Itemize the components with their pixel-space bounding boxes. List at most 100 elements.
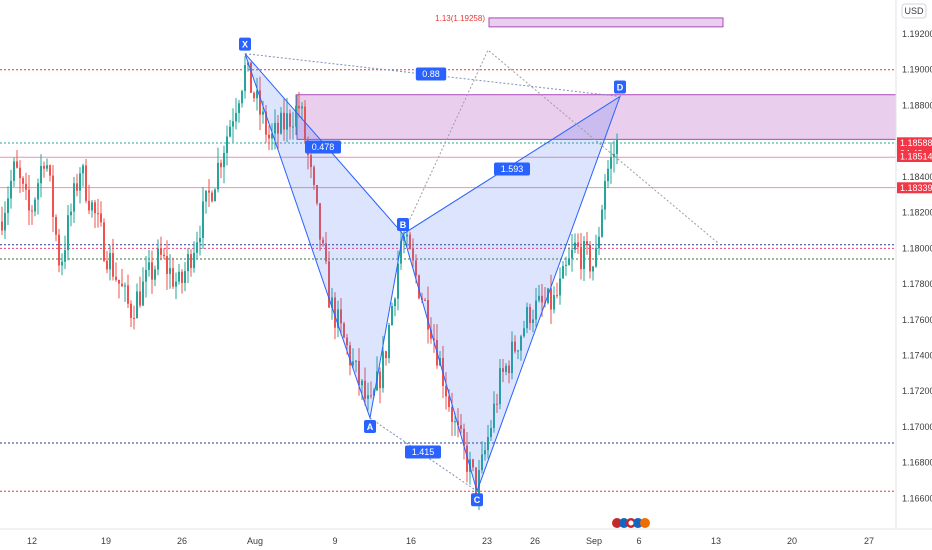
candle-body <box>97 213 99 215</box>
event-flags-icon[interactable] <box>612 518 650 528</box>
candle-body <box>529 307 531 323</box>
price-tick-11: 1.17000 <box>902 422 932 432</box>
candle-body <box>85 165 87 201</box>
candle-body <box>295 105 297 127</box>
candle-body <box>568 258 570 265</box>
candle-body <box>202 201 204 238</box>
candle-body <box>124 285 126 287</box>
point-badge-B[interactable] <box>397 218 409 232</box>
candle-body <box>31 210 33 212</box>
target-zone-label: 1.13(1.19258) <box>435 14 485 23</box>
candle-body <box>25 183 27 190</box>
candle-body <box>490 427 492 437</box>
candle-body <box>418 275 420 299</box>
candle-body <box>70 211 72 216</box>
candle-body <box>232 121 234 127</box>
candle-body <box>190 254 192 269</box>
price-tick-8: 1.17600 <box>902 315 932 325</box>
ratio-badge-3[interactable] <box>415 67 447 81</box>
point-badge-A[interactable] <box>364 419 376 433</box>
candle-body <box>589 244 591 272</box>
candle-body <box>208 190 210 193</box>
point-badge-X[interactable] <box>239 37 251 51</box>
candle-body <box>484 450 486 455</box>
candle-body <box>55 217 57 235</box>
candle-body <box>244 65 246 92</box>
candle-body <box>265 111 267 135</box>
point-label-C: C <box>474 495 481 505</box>
candle-body <box>1 221 3 231</box>
currency-badge[interactable]: USD <box>901 3 927 19</box>
candle-body <box>580 246 582 270</box>
candles[interactable] <box>1 56 618 511</box>
price-tick-4: 1.18400 <box>902 172 932 182</box>
target-zone[interactable] <box>488 17 724 28</box>
candle-body <box>514 341 516 352</box>
candle-body <box>121 283 123 287</box>
candle-body <box>73 183 75 212</box>
time-tick-9: 6 <box>636 536 641 546</box>
candle-body <box>541 295 543 303</box>
candle-body <box>574 242 576 250</box>
price-tick-5: 1.18200 <box>902 208 932 218</box>
candle-body <box>28 189 30 211</box>
time-tick-10: 13 <box>711 536 721 546</box>
candle-body <box>499 368 501 405</box>
ratio-badge-1[interactable] <box>405 445 441 459</box>
candle-body <box>313 167 315 185</box>
candle-body <box>481 454 483 471</box>
time-tick-3: Aug <box>247 536 263 546</box>
candle-body <box>7 198 9 213</box>
candle-body <box>430 329 432 339</box>
candle-body <box>163 254 165 257</box>
candle-body <box>388 324 390 359</box>
time-axis[interactable]: 12 19 26 Aug 9 16 23 26 Sep 6 13 20 27 <box>0 528 932 546</box>
candle-body <box>334 297 336 328</box>
candle-body <box>508 365 510 374</box>
candle-body <box>415 260 417 276</box>
candle-body <box>235 113 237 122</box>
point-badge-D[interactable] <box>614 80 626 94</box>
prz-zone[interactable] <box>296 94 896 140</box>
ratio-badge-2[interactable] <box>494 162 530 176</box>
ratio-badge-0[interactable] <box>305 140 341 154</box>
candle-body <box>475 467 477 497</box>
candle-body <box>148 262 150 270</box>
candle-body <box>13 161 15 181</box>
candle-body <box>187 254 189 272</box>
time-tick-2: 26 <box>177 536 187 546</box>
candle-body <box>169 268 171 274</box>
candle-body <box>79 173 81 191</box>
candle-body <box>64 250 66 262</box>
pattern-overlay[interactable]: 1.13(1.19258) 0.478 1.415 1.593 0.88 X A B C D <box>239 14 724 507</box>
candle-body <box>448 396 450 408</box>
candle-body <box>535 300 537 320</box>
price-tag-value-0: 1.18588 <box>900 138 932 148</box>
candle-body <box>154 269 156 280</box>
point-badge-C[interactable] <box>471 493 483 507</box>
candle-body <box>145 269 147 282</box>
candle-body <box>337 309 339 328</box>
candle-body <box>103 222 105 261</box>
candle-body <box>178 271 180 282</box>
candle-body <box>22 178 24 184</box>
candle-body <box>142 281 144 306</box>
candle-body <box>538 295 540 301</box>
candle-body <box>427 299 429 330</box>
price-tick-12: 1.16800 <box>902 458 932 468</box>
candle-body <box>37 183 39 200</box>
candle-body <box>310 154 312 168</box>
candle-body <box>118 279 120 284</box>
candle-body <box>472 459 474 468</box>
candle-body <box>478 470 480 497</box>
candle-body <box>229 126 231 137</box>
candle-body <box>304 106 306 141</box>
candle-body <box>586 241 588 245</box>
plot-area[interactable] <box>0 56 896 511</box>
candle-body <box>601 209 603 237</box>
candle-body <box>10 180 12 199</box>
candle-body <box>151 262 153 280</box>
candle-body <box>205 190 207 202</box>
time-tick-0: 12 <box>27 536 37 546</box>
